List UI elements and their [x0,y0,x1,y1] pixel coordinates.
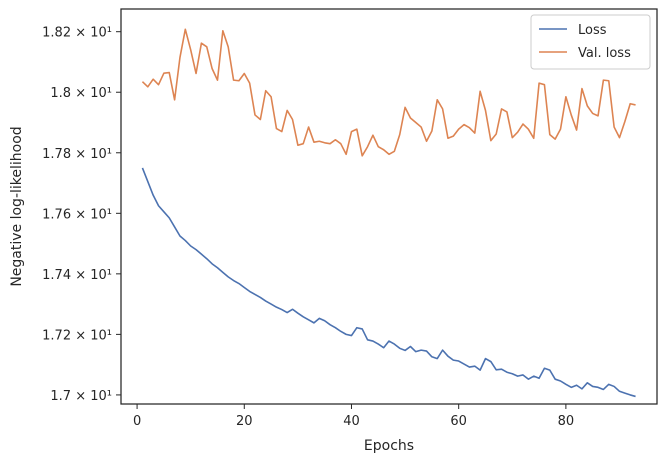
x-tick-label: 20 [236,414,253,429]
series-line-0 [141,167,636,398]
series-layer [141,28,636,398]
y-tick-label: 1.74 × 10¹ [42,268,112,283]
x-tick-label: 0 [133,414,141,429]
y-tick-label: 1.76 × 10¹ [42,207,112,222]
x-tick-label: 60 [450,414,467,429]
y-axis-label: Negative log-likelihood [9,126,25,286]
x-axis: 0 20 40 60 80 [133,404,574,429]
y-tick-label: 1.78 × 10¹ [42,147,112,162]
y-tick-label: 1.72 × 10¹ [42,328,112,343]
series-line-1 [141,28,636,157]
y-tick-label: 1.82 × 10¹ [42,26,112,41]
legend: Loss Val. loss [530,14,651,70]
y-axis: 1.7 × 10¹ 1.72 × 10¹ 1.74 × 10¹ 1.76 × 10¹ 1… [42,26,121,404]
x-axis-label: Epochs [364,438,414,454]
legend-label-0: Loss [578,23,607,38]
y-tick-label: 1.8 × 10¹ [50,86,112,101]
y-tick-label: 1.7 × 10¹ [50,389,112,404]
x-tick-label: 40 [343,414,360,429]
plot-frame [120,8,658,405]
legend-label-1: Val. loss [578,46,631,61]
x-tick-label: 80 [558,414,575,429]
